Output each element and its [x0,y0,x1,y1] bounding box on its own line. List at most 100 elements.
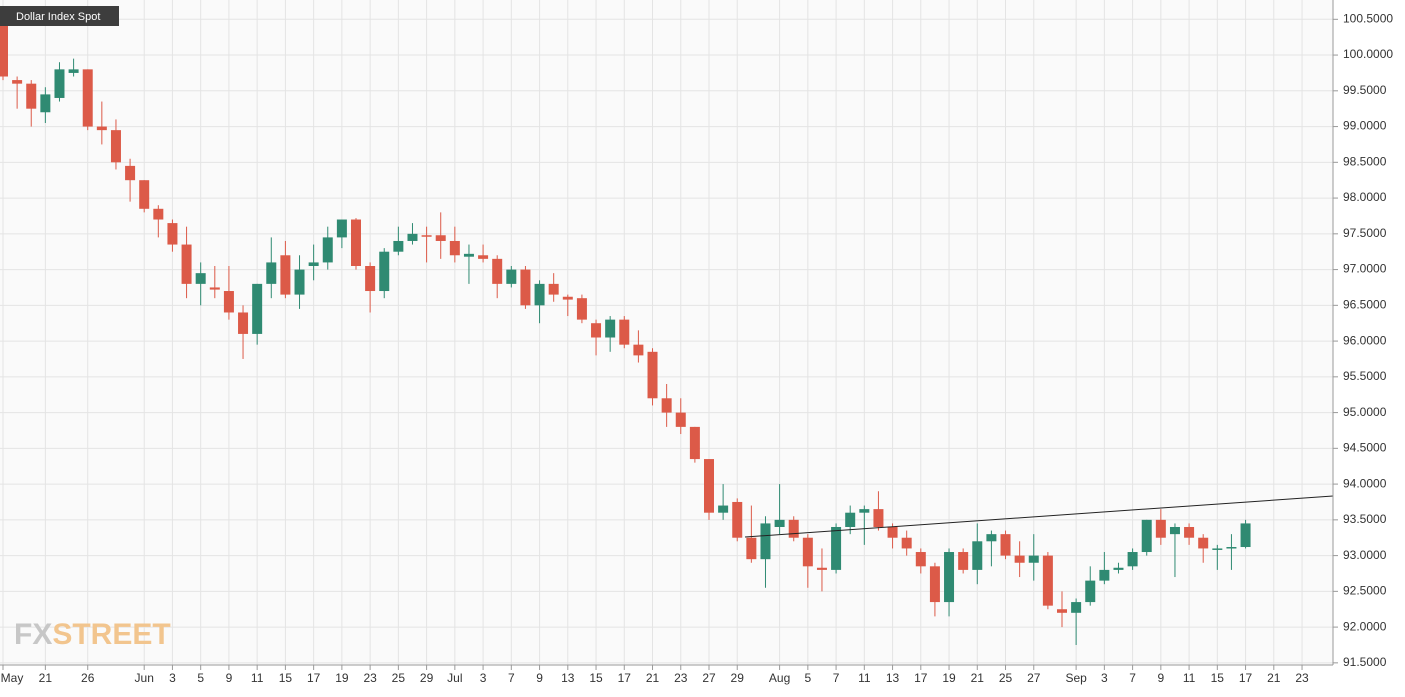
candle-body [421,235,432,237]
x-tick-label: 21 [971,671,985,685]
x-tick-label: 25 [999,671,1013,685]
candle-body [435,235,446,241]
candle-body [972,541,983,570]
candle-body [986,534,997,542]
candle-body [915,552,926,567]
x-tick-label: 29 [731,671,745,685]
x-tick-label: 15 [279,671,293,685]
candle-body [68,69,79,73]
y-tick-label: 100.0000 [1343,47,1393,61]
candle-body [576,298,587,320]
candle-body [40,94,51,113]
candle-body [661,398,672,413]
y-tick-label: 92.0000 [1343,619,1387,633]
x-tick-label: 21 [39,671,53,685]
x-tick-label: 29 [420,671,434,685]
x-tick-label: 17 [618,671,632,685]
x-tick-label: 7 [1129,671,1136,685]
candle-body [845,512,856,527]
candle-body [944,552,955,603]
x-tick-label: May [1,671,24,685]
candle-body [1226,547,1237,549]
x-tick-label: 5 [804,671,811,685]
candle-body [82,69,93,127]
candle-body [1028,555,1039,563]
candle-body [591,323,602,338]
x-tick-label: Jun [135,671,154,685]
candle-body [167,223,178,245]
candle-body [351,219,361,266]
candle-body [520,269,531,306]
x-tick-label: 19 [335,671,349,685]
candle-body [619,319,630,345]
x-tick-label: 11 [858,671,871,685]
plot-background [0,0,1333,665]
x-tick-label: 11 [1183,671,1196,685]
x-tick-label: 23 [363,671,377,685]
candle-body [633,344,644,356]
x-tick-label: Sep [1065,671,1087,685]
candle-body [1085,580,1096,603]
candle-body [1099,569,1110,581]
candle-body [153,208,164,220]
candles [0,19,1251,645]
x-tick-label: 9 [536,671,543,685]
y-tick-label: 94.5000 [1343,441,1387,455]
watermark-fx: FX [14,618,52,651]
y-tick-label: 97.5000 [1343,226,1387,240]
candle-body [647,351,658,399]
x-tick-label: 17 [914,671,928,685]
candle-body [534,283,545,306]
candle-body [873,509,884,527]
x-tick-label: 15 [589,671,603,685]
candle-body [252,283,263,334]
x-tick-label: 23 [1295,671,1309,685]
candle-body [1113,567,1124,570]
x-tick-label: 3 [480,671,487,685]
candle-body [12,80,23,84]
x-tick-label: 11 [251,671,264,685]
candle-body [816,567,827,570]
y-tick-label: 91.5000 [1343,655,1387,669]
x-tick-label: Aug [769,671,790,685]
candle-body [506,269,517,284]
candle-body [958,552,969,570]
y-tick-label: 95.0000 [1343,405,1387,419]
x-tick-label: 9 [1157,671,1164,685]
y-tick-label: 94.0000 [1343,476,1387,490]
candle-body [605,319,616,338]
candle-body [1198,537,1209,549]
y-tick-label: 100.5000 [1343,11,1393,25]
candle-body [393,240,404,252]
candle-body [1240,523,1251,548]
x-tick-label: 7 [508,671,515,685]
y-tick-label: 93.0000 [1343,548,1387,562]
candle-body [1155,519,1166,538]
candle-body [689,426,700,460]
title-box [0,6,119,26]
x-tick-label: 21 [646,671,660,685]
candle-body [238,312,249,334]
candle-body [379,251,390,292]
candle-body [901,537,912,549]
candle-body [125,165,136,181]
candle-body [96,126,107,131]
candle-body [859,509,870,513]
candle-body [322,237,333,263]
candle-body [463,253,474,257]
y-tick-label: 95.5000 [1343,369,1387,383]
candle-body [209,287,220,290]
candle-body [1127,552,1138,567]
x-tick-label: 27 [1027,671,1041,685]
x-tick-label: 17 [1239,671,1253,685]
candle-body [675,412,686,427]
candle-body [718,505,729,513]
y-tick-label: 99.5000 [1343,83,1387,97]
x-tick-label: 3 [1101,671,1108,685]
x-tick-label: 5 [197,671,204,685]
candle-body [336,219,347,238]
chart-title: Dollar Index Spot [16,11,100,23]
candle-body [732,501,743,538]
candle-body [478,255,489,259]
